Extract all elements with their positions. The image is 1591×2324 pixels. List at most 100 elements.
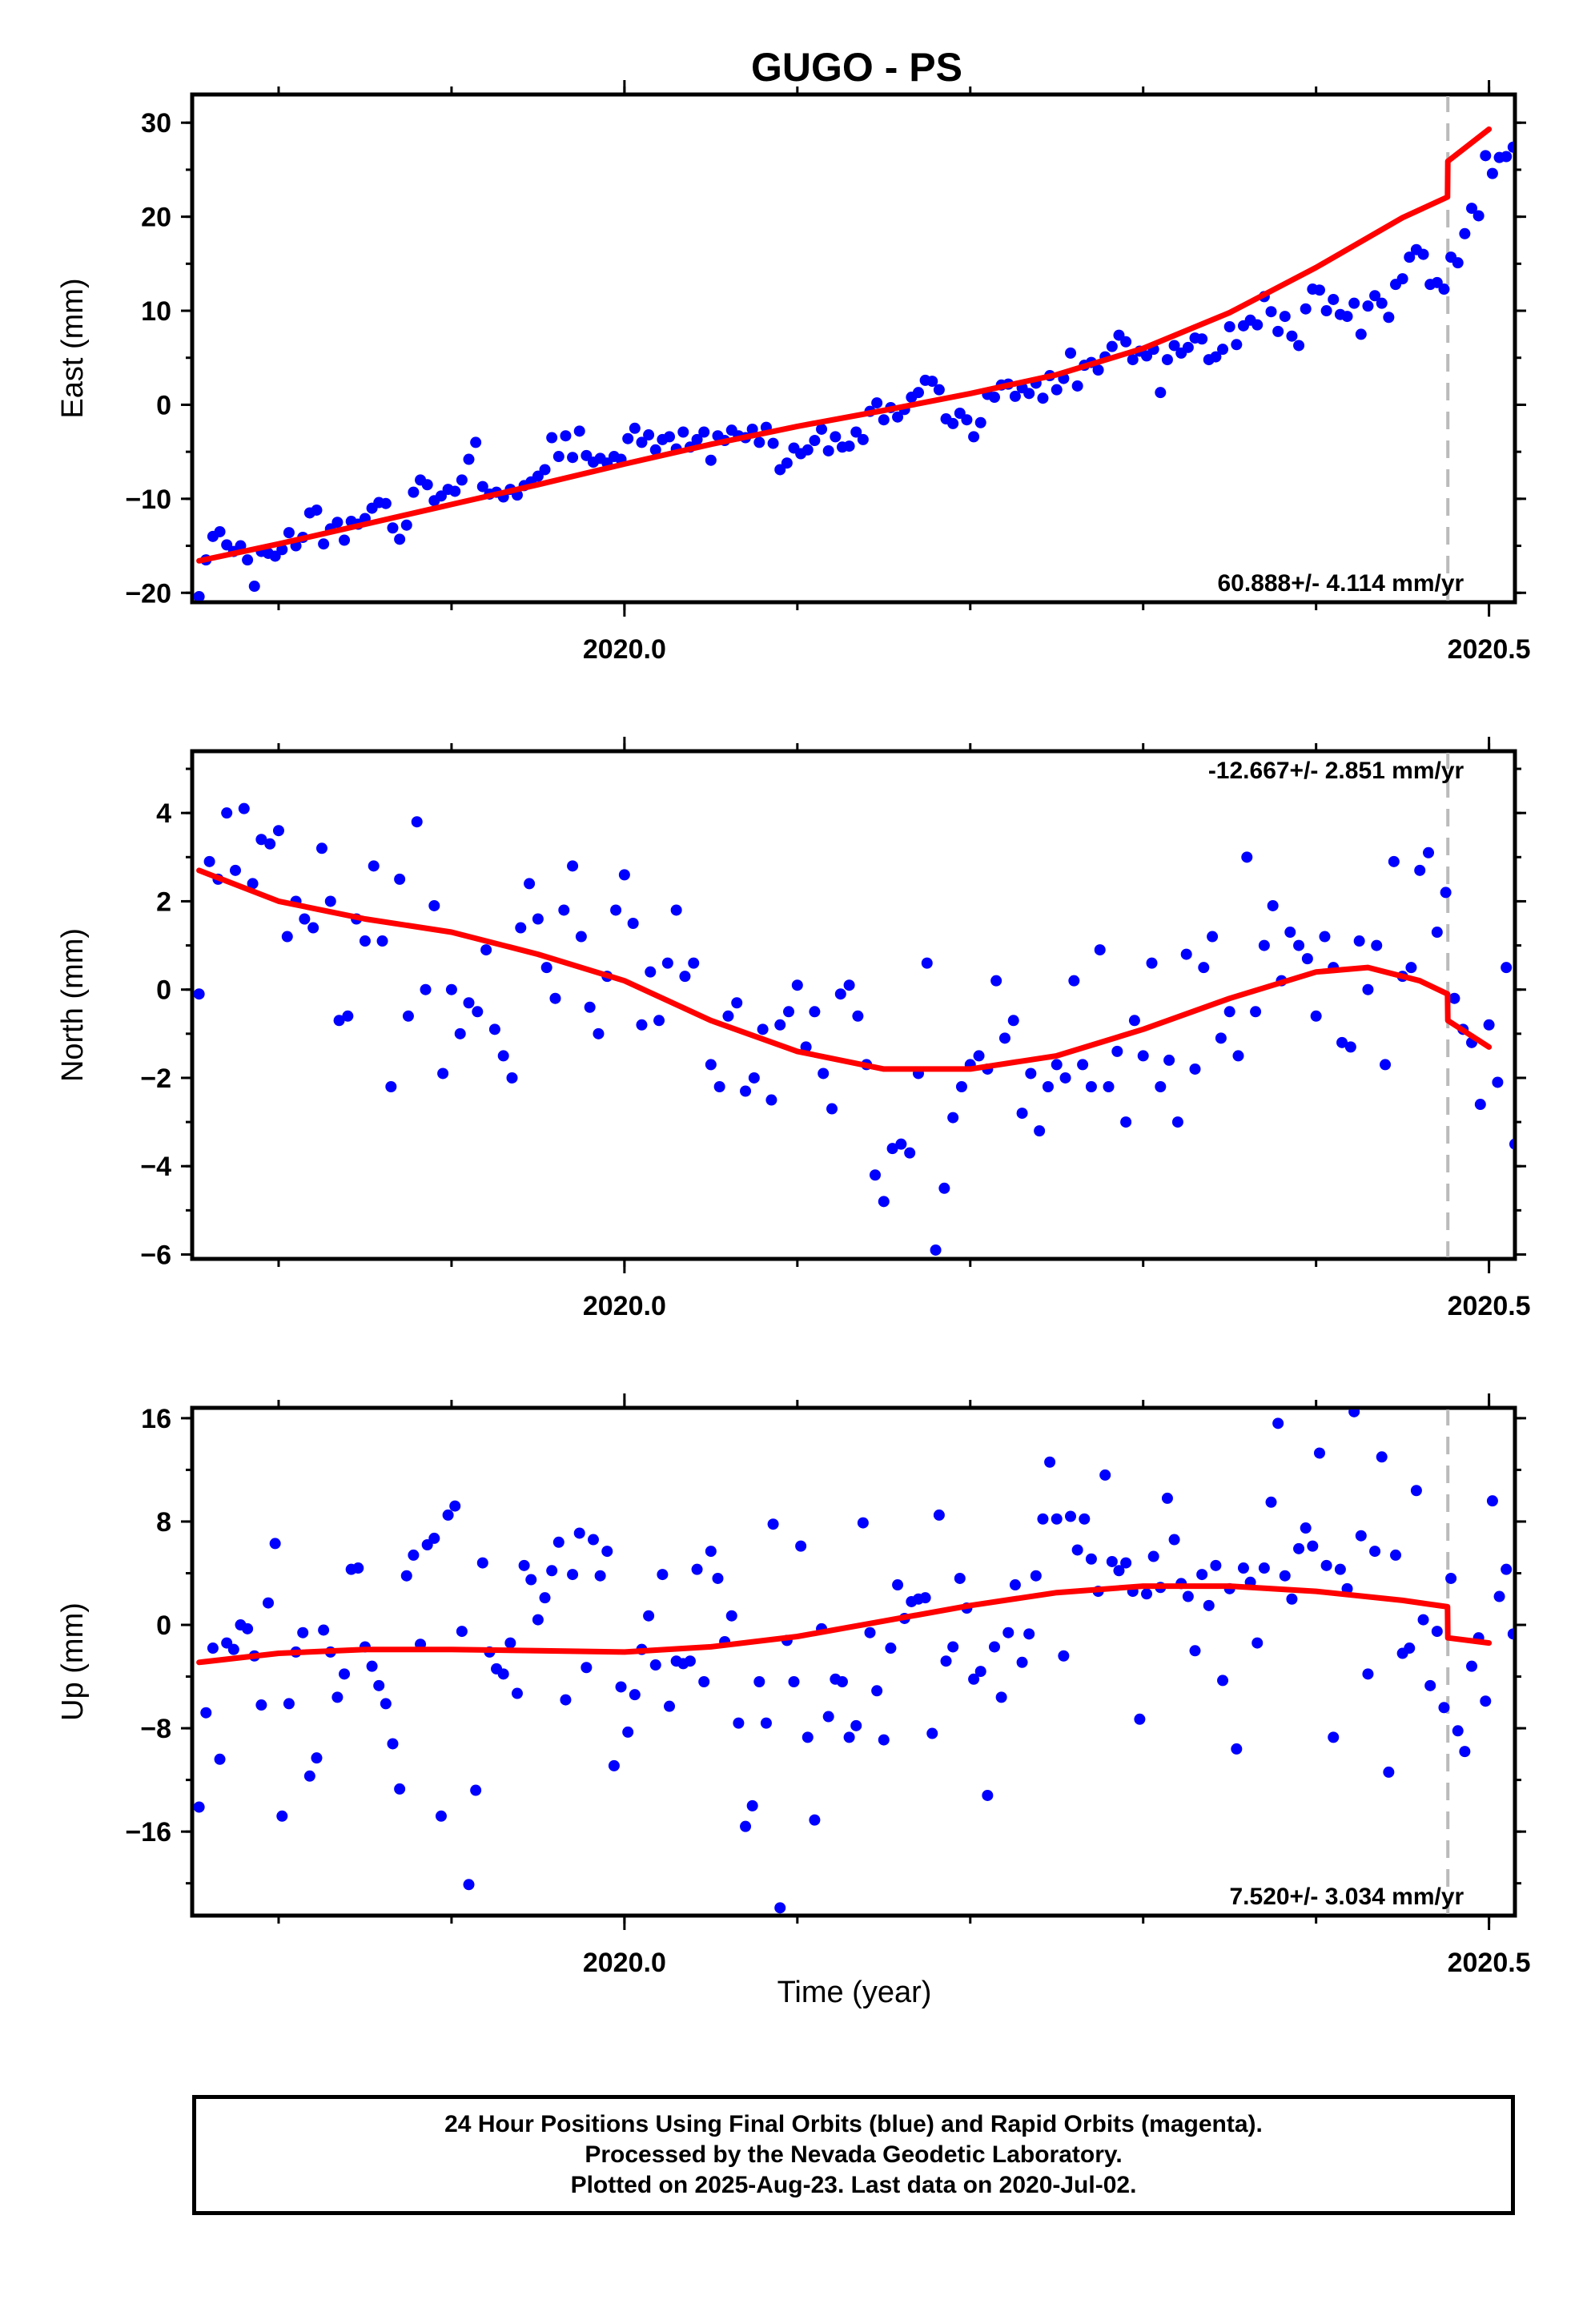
data-point (627, 918, 639, 930)
data-point (449, 485, 461, 497)
data-point (643, 429, 655, 441)
data-point (1198, 962, 1210, 974)
data-point (221, 807, 233, 819)
data-point (760, 1717, 772, 1729)
y-axis-label: Up (mm) (56, 1602, 90, 1721)
data-point (1486, 1495, 1498, 1507)
data-point (1182, 1590, 1194, 1602)
data-point (1501, 151, 1513, 163)
data-point (705, 454, 717, 466)
data-point (930, 1244, 942, 1256)
data-point (1396, 273, 1408, 285)
data-point (442, 1509, 454, 1521)
data-point (373, 1679, 385, 1691)
y-axis-label: East (mm) (56, 278, 90, 418)
data-point (1452, 1725, 1464, 1737)
data-point (1556, 151, 1567, 162)
data-point (518, 1559, 530, 1571)
data-point (1037, 1513, 1049, 1525)
data-point (722, 1010, 734, 1022)
data-point (593, 1027, 605, 1039)
data-point (1319, 931, 1331, 943)
data-point (740, 1085, 752, 1097)
data-point (1553, 1108, 1564, 1119)
data-point (1068, 975, 1080, 987)
data-point (1065, 1510, 1077, 1522)
data-point (311, 1752, 323, 1764)
data-point (400, 519, 412, 531)
footer-line-2: Processed by the Nevada Geodetic Laborat… (585, 2141, 1123, 2168)
data-point (421, 479, 433, 491)
data-point (1171, 1116, 1183, 1128)
plot-frame (190, 749, 1517, 1261)
data-point (1231, 339, 1243, 351)
data-point (394, 1783, 406, 1795)
data-point (532, 1614, 544, 1626)
footer-line-3: Plotted on 2025-Aug-23. Last data on 202… (570, 2172, 1137, 2198)
data-point (1223, 320, 1235, 332)
data-point (1231, 1743, 1243, 1755)
data-point (677, 426, 689, 438)
data-point (691, 1563, 703, 1575)
data-point (864, 1626, 876, 1638)
x-tick-label: 2020.5 (1448, 634, 1531, 665)
data-point (892, 411, 904, 423)
data-point (1252, 1637, 1264, 1649)
data-point (1383, 312, 1395, 324)
data-point (1369, 290, 1381, 302)
data-point (974, 416, 986, 428)
data-point (1155, 1080, 1167, 1092)
data-point (857, 1517, 869, 1529)
data-point (463, 997, 475, 1009)
data-point (385, 1080, 397, 1092)
data-point (515, 922, 527, 934)
data-point (1509, 1138, 1513, 1150)
data-point (411, 816, 423, 828)
data-point (698, 426, 710, 438)
data-point (746, 1799, 758, 1811)
data-point (333, 1015, 345, 1027)
data-point (368, 860, 380, 872)
data-point (587, 1534, 599, 1546)
data-point (1016, 1108, 1028, 1120)
data-point (1556, 1584, 1567, 1595)
data-point (1341, 311, 1353, 323)
data-point (725, 1610, 737, 1622)
data-point (1079, 1513, 1091, 1525)
data-point (1196, 333, 1208, 345)
data-layer (194, 1409, 1567, 1914)
data-point (303, 1770, 315, 1782)
x-tick-label: 2020.5 (1448, 1291, 1531, 1321)
plot-frame (190, 92, 1517, 605)
data-point (1210, 351, 1222, 363)
data-point (264, 838, 276, 850)
data-point (1044, 1456, 1056, 1468)
data-point (645, 966, 657, 978)
data-point (1265, 1496, 1277, 1508)
data-point (1388, 855, 1400, 867)
data-point (947, 1641, 959, 1653)
data-point (733, 1717, 745, 1729)
chart-title: GUGO - PS (751, 45, 962, 90)
data-point (1466, 1660, 1478, 1672)
data-point (539, 464, 551, 476)
data-point (1529, 1699, 1540, 1711)
data-point (1542, 141, 1553, 152)
data-point (1147, 1550, 1159, 1562)
data-point (1300, 303, 1312, 315)
data-point (871, 397, 883, 409)
data-point (649, 444, 661, 456)
data-point (238, 802, 250, 814)
data-point (1113, 1565, 1125, 1577)
velocity-rate-label: 60.888+/- 4.114 mm/yr (1217, 570, 1464, 597)
data-point (1272, 1417, 1284, 1429)
data-point (1189, 1063, 1201, 1075)
data-point (1474, 1099, 1486, 1111)
data-point (809, 435, 821, 447)
data-point (1423, 846, 1435, 858)
data-point (1438, 283, 1450, 296)
data-point (670, 904, 682, 916)
data-point (255, 1699, 267, 1711)
data-point (1217, 1675, 1229, 1687)
